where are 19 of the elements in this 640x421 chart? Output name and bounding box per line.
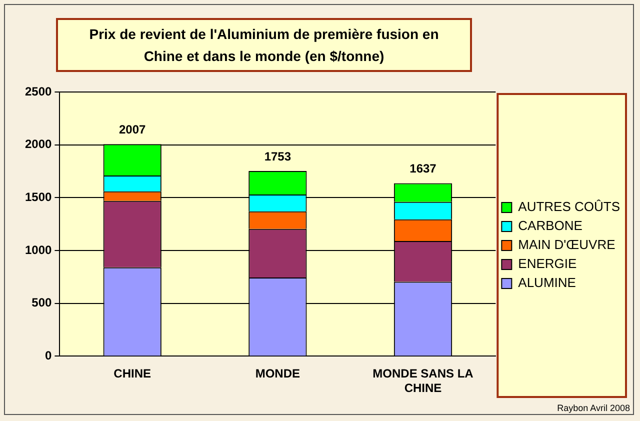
text: Raybon Avril 2008	[557, 403, 630, 413]
y-tick-label: 1000	[24, 242, 52, 257]
y-tick-label: 1500	[24, 190, 52, 204]
y-tick-label: 2000	[24, 137, 52, 152]
x-tick-label: MONDE	[255, 366, 300, 381]
total-label: 1637	[410, 162, 437, 176]
total-label: 1753	[264, 149, 292, 164]
x-tick-label: MONDE SANS LA CHINE	[372, 366, 474, 396]
y-tick-label: 0	[45, 348, 52, 363]
legend-label: AUTRES COÛTS	[518, 199, 620, 214]
chart-title: Prix de revient de l'Aluminium de première fusion en Chine et dans le monde (en $/tonne)	[56, 18, 472, 72]
total-label: 2007	[119, 122, 146, 136]
legend-label: CARBONE	[518, 218, 583, 234]
legend-label: ENERGIE	[518, 256, 577, 272]
legend-label: MAIN D'ŒUVRE	[518, 237, 616, 252]
x-tick-label: CHINE	[114, 366, 152, 381]
y-tick-label: 500	[32, 296, 52, 310]
y-tick-label: 2500	[24, 84, 52, 98]
legend-label: ALUMINE	[518, 275, 576, 290]
